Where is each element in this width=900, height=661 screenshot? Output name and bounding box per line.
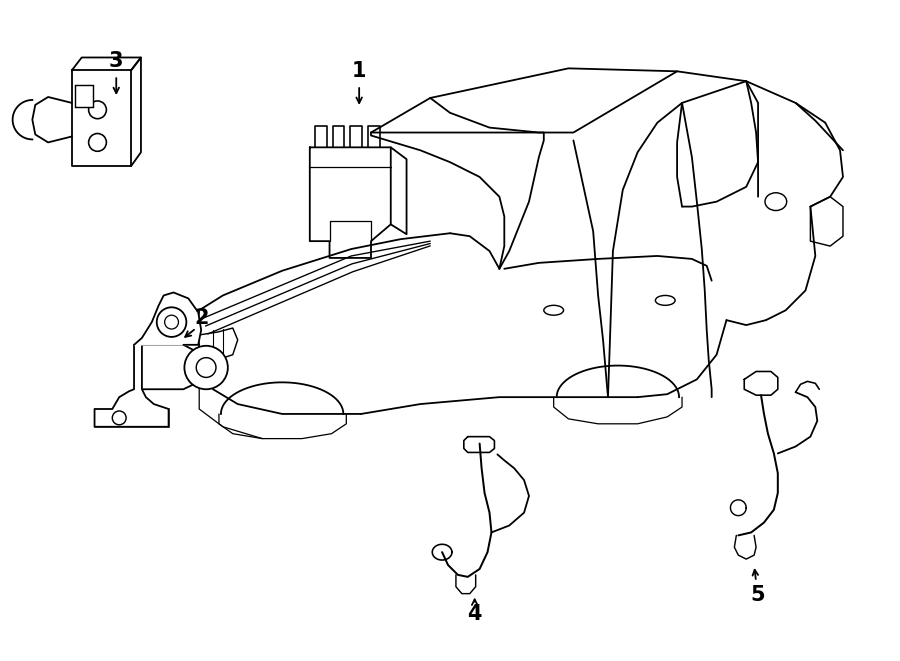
Circle shape bbox=[184, 346, 228, 389]
Text: 5: 5 bbox=[751, 584, 765, 605]
Text: 3: 3 bbox=[109, 52, 123, 71]
Ellipse shape bbox=[544, 305, 563, 315]
Bar bbox=[75, 85, 93, 107]
Circle shape bbox=[112, 411, 126, 425]
Circle shape bbox=[88, 134, 106, 151]
Circle shape bbox=[165, 315, 178, 329]
Ellipse shape bbox=[765, 193, 787, 211]
Ellipse shape bbox=[655, 295, 675, 305]
Text: 2: 2 bbox=[194, 308, 209, 328]
Text: 4: 4 bbox=[467, 604, 482, 625]
Circle shape bbox=[88, 101, 106, 119]
Polygon shape bbox=[94, 345, 168, 427]
Circle shape bbox=[196, 358, 216, 377]
Text: 1: 1 bbox=[352, 61, 366, 81]
Circle shape bbox=[157, 307, 186, 337]
Polygon shape bbox=[134, 292, 202, 345]
